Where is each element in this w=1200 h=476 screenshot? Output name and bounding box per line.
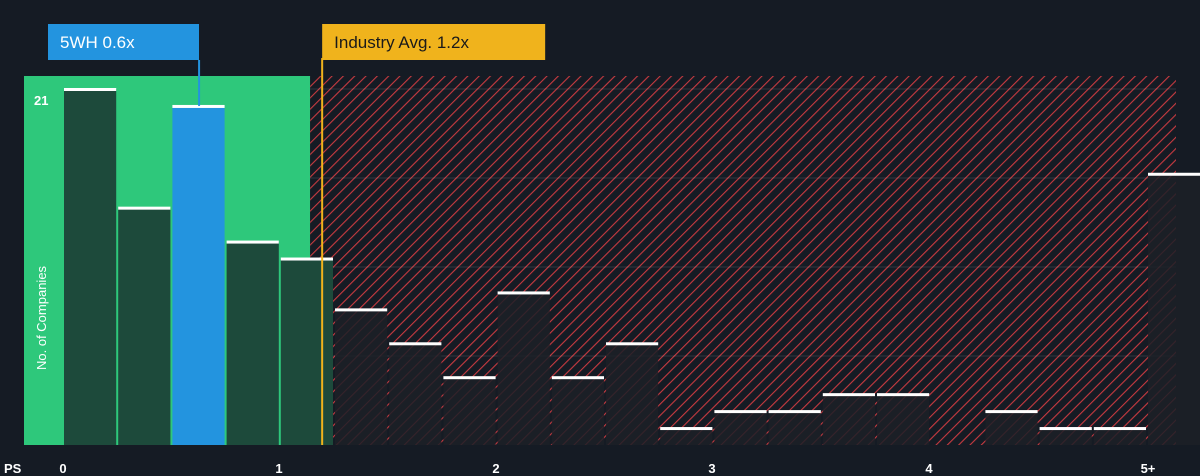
bar-top-cap	[1093, 427, 1146, 431]
bar-top-cap	[985, 410, 1038, 414]
histogram-bar	[443, 377, 496, 445]
bar-top-cap	[606, 342, 659, 346]
bar-top-cap	[389, 342, 442, 346]
histogram-bar	[1039, 428, 1092, 445]
bar-top-cap	[1039, 427, 1092, 431]
bar-top-cap	[497, 291, 550, 295]
x-tick-label: 2	[492, 461, 499, 476]
industry-callout-box	[322, 24, 546, 60]
bar-top-cap	[118, 206, 171, 210]
bar-top-cap	[335, 308, 388, 312]
x-tick-label: 0	[59, 461, 66, 476]
gridlines	[310, 88, 1176, 357]
company-callout: 5WH 0.6x	[48, 24, 199, 60]
histogram-bar	[280, 258, 333, 445]
histogram-bar	[768, 411, 821, 445]
x-tick-label: 3	[708, 461, 715, 476]
histogram-bar	[497, 292, 550, 445]
x-axis-label: PS	[4, 461, 22, 476]
histogram-bar	[64, 89, 117, 445]
histogram-bar	[606, 343, 659, 445]
company-callout-label: 5WH 0.6x	[60, 33, 135, 52]
bar-top-cap	[64, 88, 117, 91]
bar-top-cap	[660, 427, 713, 431]
histogram-bar	[877, 394, 930, 445]
histogram-bar	[714, 411, 767, 445]
company-callout-box	[48, 24, 199, 60]
bar-top-cap	[172, 104, 225, 108]
histogram-bar	[1148, 173, 1200, 445]
histogram-bar	[1093, 428, 1146, 445]
histogram-bar	[118, 207, 171, 445]
bar-top-cap	[822, 393, 875, 397]
bar-top-cap	[443, 376, 496, 380]
bar-top-cap	[877, 393, 930, 397]
industry-callout-label: Industry Avg. 1.2x	[334, 33, 469, 52]
bar-top-cap	[714, 410, 767, 414]
industry-callout: Industry Avg. 1.2x	[322, 24, 546, 60]
bar-top-cap	[280, 257, 333, 261]
bar-top-cap	[226, 240, 279, 244]
x-tick-label: 5+	[1141, 461, 1156, 476]
bar-top-cap	[1148, 172, 1200, 176]
histogram-bar	[389, 343, 442, 445]
histogram-bar	[172, 105, 225, 445]
histogram-bar	[985, 411, 1038, 445]
y-axis-label: No. of Companies	[34, 265, 49, 370]
x-tick-label: 4	[925, 461, 933, 476]
histogram-bar	[335, 309, 388, 445]
x-axis-ticks: 0 1 2 3 4 5+	[59, 461, 1155, 476]
histogram-bar	[822, 394, 875, 445]
value-markers	[198, 58, 324, 445]
histogram-bars	[64, 88, 1200, 445]
bar-top-cap	[768, 410, 821, 414]
x-tick-label: 1	[275, 461, 282, 476]
histogram-bar	[551, 377, 604, 445]
histogram-bar	[226, 241, 279, 445]
bar-top-cap	[551, 376, 604, 380]
y-tick-max: 21	[34, 93, 48, 108]
histogram-bar	[660, 428, 713, 445]
